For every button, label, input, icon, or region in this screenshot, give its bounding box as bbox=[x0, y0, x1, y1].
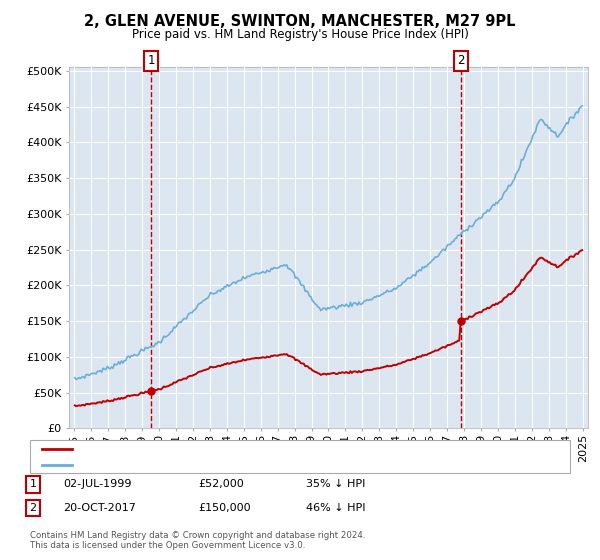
Text: 2, GLEN AVENUE, SWINTON, MANCHESTER, M27 9PL: 2, GLEN AVENUE, SWINTON, MANCHESTER, M27… bbox=[84, 14, 516, 29]
Text: 02-JUL-1999: 02-JUL-1999 bbox=[63, 479, 131, 489]
Text: 2: 2 bbox=[457, 54, 464, 67]
Text: 2, GLEN AVENUE, SWINTON, MANCHESTER, M27 9PL (detached house): 2, GLEN AVENUE, SWINTON, MANCHESTER, M27… bbox=[81, 444, 448, 454]
Text: Contains HM Land Registry data © Crown copyright and database right 2024.
This d: Contains HM Land Registry data © Crown c… bbox=[30, 531, 365, 550]
Text: £52,000: £52,000 bbox=[198, 479, 244, 489]
Text: 1: 1 bbox=[29, 479, 37, 489]
Text: 1: 1 bbox=[148, 54, 155, 67]
Text: £150,000: £150,000 bbox=[198, 503, 251, 513]
Text: 35% ↓ HPI: 35% ↓ HPI bbox=[306, 479, 365, 489]
Text: HPI: Average price, detached house, Salford: HPI: Average price, detached house, Salf… bbox=[81, 460, 311, 470]
Text: Price paid vs. HM Land Registry's House Price Index (HPI): Price paid vs. HM Land Registry's House … bbox=[131, 28, 469, 41]
Text: 46% ↓ HPI: 46% ↓ HPI bbox=[306, 503, 365, 513]
Text: 2: 2 bbox=[29, 503, 37, 513]
Text: 20-OCT-2017: 20-OCT-2017 bbox=[63, 503, 136, 513]
